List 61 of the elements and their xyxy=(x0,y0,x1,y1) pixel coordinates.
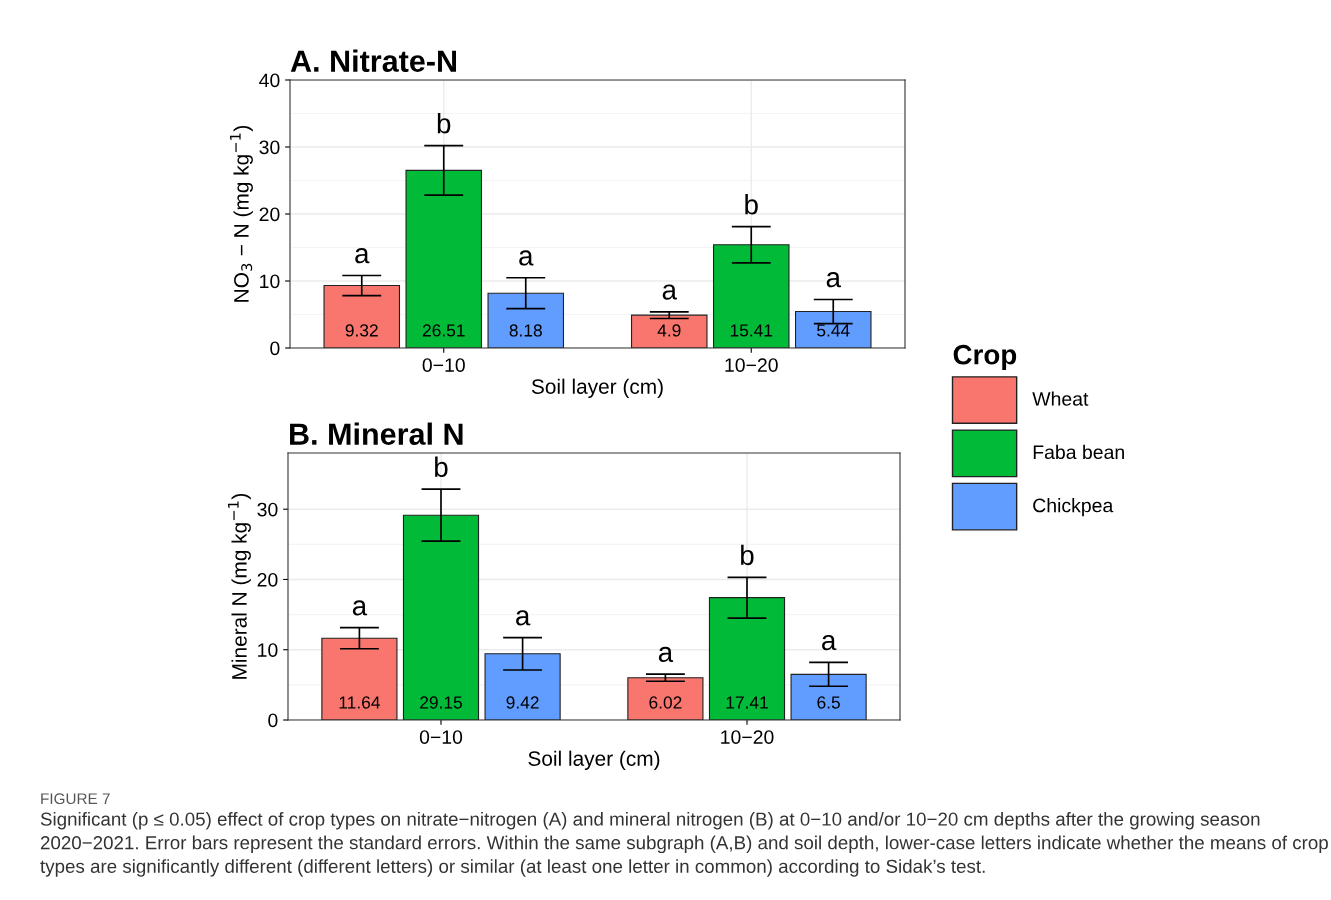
bar xyxy=(405,169,483,348)
legend-title: Crop xyxy=(953,344,1017,371)
data-label: 4.9 xyxy=(657,324,681,337)
y-tick-label: 0 xyxy=(270,341,280,356)
data-label: 17.41 xyxy=(726,696,768,709)
x-tick-label: 10−20 xyxy=(721,730,774,744)
annotation: b xyxy=(745,194,758,215)
bar xyxy=(794,310,872,348)
annotation: a xyxy=(658,646,674,663)
annotation: a xyxy=(352,600,368,616)
x-axis-title: Soil layer (cm) xyxy=(528,750,660,771)
y-tick-label: 10 xyxy=(258,643,278,657)
data-label: 8.18 xyxy=(509,324,542,337)
chart-title: B. Mineral N xyxy=(290,422,463,445)
bar xyxy=(712,244,790,348)
bar xyxy=(790,673,867,720)
text: Significant (p ≤ 0.05) effect of crop types on nitrate−nitrogen (A) and mineral nitrogen (B) at 0−10 and/or 10−20 cm depths after the growing season 2020−2021. Error bars represent the standard errors. Within the same subgraph (A,B) and soil depth, lower-case letters indicate whether the means of crop types are significantly different (different letters) or similar (at least one letter in common) according to Sidak’s test. xyxy=(40,812,1328,877)
caption: FIGURE 7 xyxy=(41,793,110,805)
y-tick-label: 20 xyxy=(257,572,278,587)
legend-label: Wheat xyxy=(1032,391,1089,406)
x-tick-label: 0−10 xyxy=(419,730,463,744)
bar xyxy=(627,677,704,720)
y-tick-label: 20 xyxy=(259,207,280,222)
bar xyxy=(321,637,398,720)
x-axis-title: Soil layer (cm) xyxy=(531,378,663,399)
bar xyxy=(487,292,565,348)
bar xyxy=(484,653,561,720)
y-tick-label: 30 xyxy=(259,140,280,155)
y-axis-title: NO$_{3}$ − N (mg kg$^{−1}$) xyxy=(229,125,253,302)
bar xyxy=(708,597,786,720)
chart-title: A. Nitrate-N xyxy=(290,49,457,72)
bar xyxy=(630,314,708,348)
data-label: 6.5 xyxy=(817,696,840,709)
legend-label: Chickpea xyxy=(1033,498,1114,517)
data-label: 9.42 xyxy=(506,696,539,709)
bar xyxy=(323,285,401,348)
y-axis-title: Mineral N (mg kg$^{−1}$) xyxy=(227,493,251,679)
data-label: 5.44 xyxy=(817,324,850,337)
x-tick-label: 0−10 xyxy=(422,358,465,372)
data-label: 6.02 xyxy=(649,696,682,709)
x-tick-label: 10−20 xyxy=(725,358,778,372)
data-label: 9.32 xyxy=(345,324,378,337)
annotation: a xyxy=(822,635,837,651)
data-label: 29.15 xyxy=(420,696,462,709)
data-label: 26.51 xyxy=(422,324,465,337)
annotation: a xyxy=(355,248,370,264)
annotation: b xyxy=(741,544,754,566)
bar xyxy=(402,514,480,720)
y-tick-label: 30 xyxy=(257,502,278,517)
y-tick-label: 10 xyxy=(260,274,280,289)
annotation: a xyxy=(516,610,531,626)
data-label: 15.41 xyxy=(730,324,773,337)
annotation: b xyxy=(437,113,451,134)
annotation: a xyxy=(826,272,841,288)
data-label: 11.64 xyxy=(339,696,380,709)
y-tick-label: 40 xyxy=(259,73,280,88)
annotation: a xyxy=(662,284,677,300)
annotation: a xyxy=(519,250,534,266)
annotation: b xyxy=(435,456,448,478)
legend-label: Faba bean xyxy=(1033,444,1124,460)
y-tick-label: 0 xyxy=(268,713,278,728)
